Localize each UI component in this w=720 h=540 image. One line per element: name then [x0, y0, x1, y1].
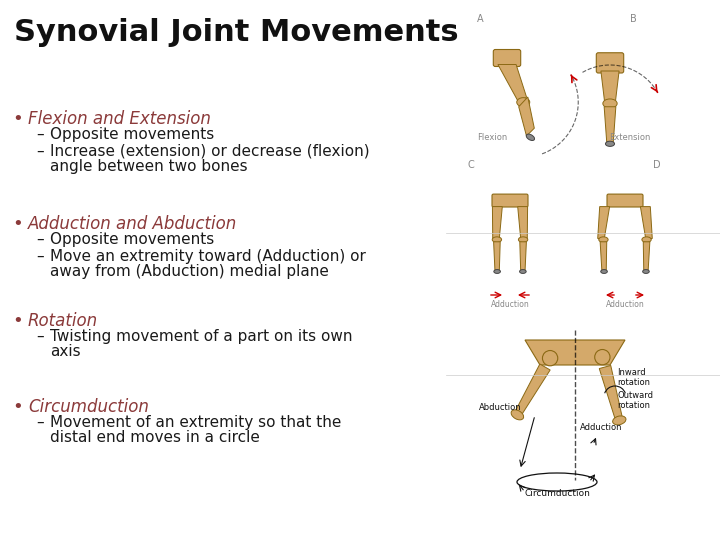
Ellipse shape: [518, 237, 528, 242]
Polygon shape: [601, 71, 619, 104]
Polygon shape: [640, 207, 652, 239]
Ellipse shape: [606, 141, 615, 146]
Text: Synovial Joint Movements: Synovial Joint Movements: [14, 18, 459, 47]
Ellipse shape: [613, 416, 626, 425]
Text: Extension: Extension: [609, 133, 651, 142]
Ellipse shape: [643, 269, 649, 273]
Ellipse shape: [494, 269, 500, 273]
Text: D: D: [653, 160, 661, 170]
Polygon shape: [498, 64, 526, 105]
Text: Opposite movements: Opposite movements: [50, 127, 215, 142]
Ellipse shape: [511, 410, 523, 420]
Text: •: •: [12, 312, 23, 330]
Text: Move an extremity toward (Adduction) or: Move an extremity toward (Adduction) or: [50, 249, 366, 264]
Text: Adduction: Adduction: [580, 423, 623, 432]
Polygon shape: [600, 242, 607, 271]
FancyBboxPatch shape: [607, 194, 643, 207]
Ellipse shape: [520, 269, 526, 273]
Polygon shape: [598, 207, 610, 239]
Text: •: •: [12, 215, 23, 233]
Text: Twisting movement of a part on its own: Twisting movement of a part on its own: [50, 329, 353, 344]
Polygon shape: [514, 364, 550, 417]
Circle shape: [542, 350, 558, 366]
Text: Adduction and Abduction: Adduction and Abduction: [28, 215, 238, 233]
FancyBboxPatch shape: [493, 50, 521, 66]
Polygon shape: [643, 242, 650, 271]
FancyBboxPatch shape: [492, 194, 528, 207]
Polygon shape: [494, 242, 500, 271]
Ellipse shape: [526, 134, 534, 140]
Text: •: •: [12, 398, 23, 416]
Ellipse shape: [599, 237, 608, 242]
Text: •: •: [12, 110, 23, 128]
Text: C: C: [468, 160, 474, 170]
Ellipse shape: [517, 98, 530, 107]
Text: –: –: [36, 144, 44, 159]
Circle shape: [595, 349, 610, 365]
Text: Circumduction: Circumduction: [28, 398, 149, 416]
Text: Adduction: Adduction: [606, 300, 644, 309]
Text: Adduction: Adduction: [490, 300, 529, 309]
Text: Movement of an extremity so that the: Movement of an extremity so that the: [50, 415, 341, 430]
Text: A: A: [477, 14, 484, 24]
Polygon shape: [492, 207, 503, 239]
Polygon shape: [518, 97, 534, 136]
Text: Abduction: Abduction: [479, 403, 521, 412]
Text: Opposite movements: Opposite movements: [50, 232, 215, 247]
Polygon shape: [599, 366, 623, 421]
Text: Flexion: Flexion: [477, 133, 507, 142]
Polygon shape: [604, 107, 616, 143]
Text: angle between two bones: angle between two bones: [50, 159, 248, 174]
Ellipse shape: [600, 269, 608, 273]
Polygon shape: [525, 340, 625, 365]
Ellipse shape: [492, 237, 502, 242]
Text: away from (Abduction) medial plane: away from (Abduction) medial plane: [50, 264, 329, 279]
Text: Outward
rotation: Outward rotation: [617, 390, 653, 410]
Text: axis: axis: [50, 344, 81, 359]
Text: Circumduction: Circumduction: [524, 489, 590, 498]
Text: Flexion and Extension: Flexion and Extension: [28, 110, 211, 128]
Text: Inward
rotation: Inward rotation: [617, 368, 650, 387]
Text: distal end moves in a circle: distal end moves in a circle: [50, 430, 260, 445]
Text: B: B: [630, 14, 636, 24]
Ellipse shape: [642, 237, 651, 242]
Text: –: –: [36, 232, 44, 247]
Text: –: –: [36, 329, 44, 344]
FancyBboxPatch shape: [596, 53, 624, 73]
Text: Increase (extension) or decrease (flexion): Increase (extension) or decrease (flexio…: [50, 144, 369, 159]
Text: –: –: [36, 415, 44, 430]
Text: –: –: [36, 249, 44, 264]
Polygon shape: [520, 242, 526, 271]
Ellipse shape: [603, 99, 617, 108]
Text: –: –: [36, 127, 44, 142]
Polygon shape: [518, 207, 528, 239]
Text: Rotation: Rotation: [28, 312, 98, 330]
